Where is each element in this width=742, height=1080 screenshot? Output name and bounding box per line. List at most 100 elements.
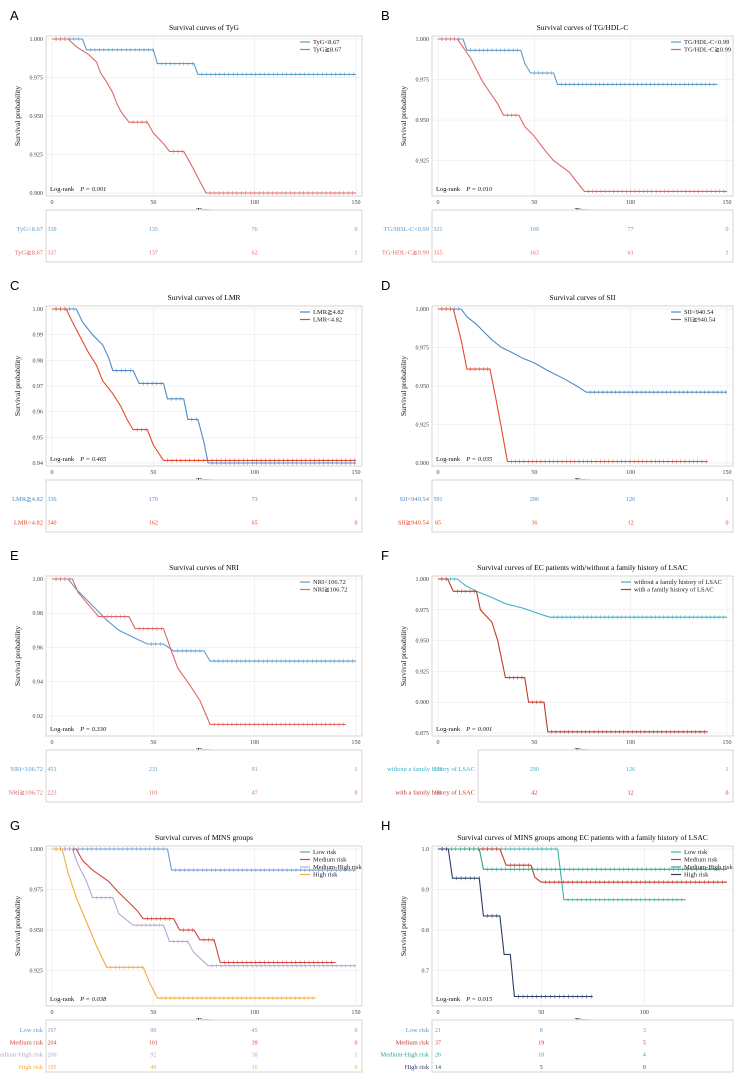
y-tick-label: 0.8 bbox=[422, 928, 430, 934]
legend-entry: Medium risk bbox=[684, 857, 718, 864]
risk-row-label: NRI<106.72 bbox=[10, 766, 43, 773]
risk-count: 0 bbox=[355, 521, 358, 527]
y-tick-label: 1.0 bbox=[422, 847, 430, 853]
km-chart: A Survival curves of TyG 0.900 0.925 0.950 0.… bbox=[10, 8, 363, 263]
risk-count: 296 bbox=[530, 497, 539, 503]
risk-count: 0 bbox=[355, 1065, 358, 1071]
y-tick-label: 1.000 bbox=[416, 37, 430, 43]
logrank-annotation: Log-rank P = 0.035 bbox=[436, 456, 493, 463]
survival-curve bbox=[438, 308, 708, 463]
y-tick-label: 0.950 bbox=[416, 118, 430, 124]
y-axis-label: Survival probability bbox=[13, 626, 22, 686]
plot-area bbox=[431, 35, 734, 197]
risk-count: 137 bbox=[149, 251, 158, 257]
risk-table bbox=[45, 1019, 363, 1073]
y-axis-label: Survival probability bbox=[399, 626, 408, 686]
risk-count: 0 bbox=[726, 791, 729, 797]
risk-count: 109 bbox=[530, 227, 539, 233]
risk-count: 42 bbox=[531, 791, 537, 797]
logrank-p: P = 0.038 bbox=[79, 996, 107, 1003]
y-tick-label: 0.94 bbox=[33, 461, 44, 467]
logrank-prefix: Log-rank bbox=[50, 186, 75, 193]
survival-curve bbox=[52, 848, 336, 964]
risk-count: 1 bbox=[726, 767, 729, 773]
y-tick-label: 0.975 bbox=[416, 78, 430, 84]
legend-entry: NRI≧106.72 bbox=[313, 587, 348, 594]
y-tick-label: 0.925 bbox=[30, 153, 44, 159]
risk-count: 12 bbox=[628, 521, 634, 527]
x-tick-label: 100 bbox=[250, 740, 259, 746]
risk-count: 223 bbox=[48, 791, 57, 797]
y-axis-label: Survival probability bbox=[399, 896, 408, 956]
risk-count: 77 bbox=[628, 227, 634, 233]
x-tick-label: 0 bbox=[51, 200, 54, 206]
x-tick-label: 150 bbox=[723, 200, 732, 206]
x-tick-label: 150 bbox=[723, 740, 732, 746]
y-tick-label: 0.925 bbox=[416, 423, 430, 429]
x-tick-label: 150 bbox=[723, 470, 732, 476]
y-tick-label: 1.00 bbox=[33, 307, 44, 313]
y-tick-label: 0.9 bbox=[422, 888, 430, 894]
logrank-p: P = 0.010 bbox=[465, 186, 493, 193]
logrank-annotation: Log-rank P = 0.330 bbox=[50, 726, 107, 733]
y-tick-label: 1.00 bbox=[33, 577, 44, 583]
risk-count: 36 bbox=[531, 521, 537, 527]
risk-count: 337 bbox=[48, 251, 57, 257]
y-tick-label: 1.000 bbox=[30, 847, 44, 853]
plot-area bbox=[45, 845, 363, 1007]
x-tick-label: 50 bbox=[150, 470, 156, 476]
legend-entry: TyG≧8.67 bbox=[313, 47, 342, 54]
y-tick-label: 0.950 bbox=[416, 384, 430, 390]
risk-row-label: LMR≧4.82 bbox=[12, 496, 43, 503]
panel-b: B Survival curves of TG/HDL-C 0.925 0.950 0.… bbox=[371, 0, 742, 270]
logrank-p: P = 0.035 bbox=[465, 456, 493, 463]
chart-title: Survival curves of TyG bbox=[169, 23, 240, 32]
x-tick-label: 50 bbox=[531, 740, 537, 746]
y-tick-label: 0.875 bbox=[416, 731, 430, 737]
logrank-annotation: Log-rank P = 0.001 bbox=[50, 186, 106, 193]
x-tick-label: 100 bbox=[250, 470, 259, 476]
plot-area bbox=[45, 575, 363, 737]
legend-entry: TyG<8.67 bbox=[313, 39, 340, 46]
risk-count: 38 bbox=[252, 1053, 258, 1059]
logrank-prefix: Log-rank bbox=[50, 456, 75, 463]
x-tick-label: 150 bbox=[352, 740, 361, 746]
logrank-annotation: Log-rank P = 0.038 bbox=[50, 996, 107, 1003]
y-tick-label: 0.900 bbox=[416, 700, 430, 706]
km-chart: E Survival curves of NRI 0.92 0.94 0.96 0.98 1… bbox=[8, 548, 363, 803]
y-tick-label: 0.97 bbox=[33, 384, 44, 390]
risk-count: 1 bbox=[355, 251, 358, 257]
risk-count: 1 bbox=[355, 497, 358, 503]
km-chart: C Survival curves of LMR 0.94 0.95 0.96 0.97 0… bbox=[10, 278, 363, 533]
risk-count: 3 bbox=[643, 1028, 646, 1034]
y-tick-label: 0.98 bbox=[33, 358, 44, 364]
risk-row-label: SII<940.54 bbox=[400, 496, 430, 503]
y-tick-label: 0.94 bbox=[33, 680, 44, 686]
y-tick-label: 0.925 bbox=[30, 969, 44, 975]
km-chart: G Survival curves of MINS groups 0.925 0.95… bbox=[0, 818, 363, 1073]
risk-count: 135 bbox=[149, 227, 158, 233]
y-axis-label: Survival probability bbox=[13, 356, 22, 416]
legend-entry: SII<940.54 bbox=[684, 309, 714, 316]
risk-count: 5 bbox=[643, 1040, 646, 1046]
logrank-prefix: Log-rank bbox=[436, 996, 461, 1003]
panel-label: A bbox=[10, 8, 19, 23]
risk-row-label: TG/HDL-C≧0.99 bbox=[382, 250, 429, 257]
x-tick-label: 0 bbox=[437, 200, 440, 206]
chart-title: Survival curves of SII bbox=[549, 293, 616, 302]
y-axis-label: Survival probability bbox=[399, 356, 408, 416]
y-tick-label: 0.96 bbox=[33, 410, 44, 416]
logrank-prefix: Log-rank bbox=[436, 186, 461, 193]
risk-count: 65 bbox=[252, 521, 258, 527]
risk-count: 0 bbox=[355, 227, 358, 233]
survival-curve bbox=[438, 848, 727, 883]
risk-row-label: SII≧940.54 bbox=[398, 520, 430, 527]
panel-label: G bbox=[10, 818, 20, 833]
y-axis-label: Survival probability bbox=[13, 896, 22, 956]
y-tick-label: 0.95 bbox=[33, 435, 44, 441]
risk-table bbox=[431, 479, 734, 533]
panel-e: E Survival curves of NRI 0.92 0.94 0.96 0.98 1… bbox=[0, 540, 371, 810]
risk-count: 16 bbox=[252, 1065, 258, 1071]
risk-count: 355 bbox=[434, 251, 443, 257]
risk-count: 14 bbox=[435, 1065, 441, 1071]
